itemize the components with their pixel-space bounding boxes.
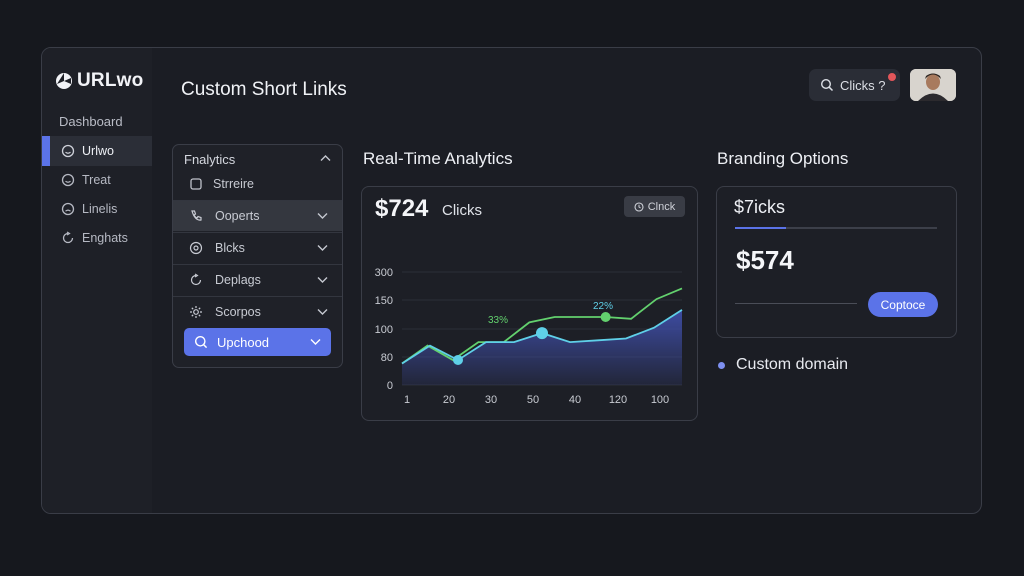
branding-label: $7icks: [734, 197, 786, 217]
accordion-row-deplags[interactable]: Deplags: [173, 264, 342, 295]
search-icon: [820, 78, 834, 92]
avatar[interactable]: [910, 69, 956, 101]
accordion-row-scorpos[interactable]: Scorpos: [173, 296, 342, 327]
branding-divider: [735, 303, 857, 304]
series-2-point: [600, 312, 611, 323]
series-1-point: [453, 354, 463, 365]
accordion-row-label: Deplags: [215, 273, 261, 287]
accordion-row-label: Blcks: [215, 241, 245, 255]
logo-text: URLwo: [77, 70, 144, 91]
accordion-row-label: Ooperts: [215, 209, 260, 223]
y-tick-label: 80: [381, 352, 393, 364]
x-tick-label: 120: [609, 394, 627, 406]
custom-domain-item[interactable]: Custom domain: [718, 356, 848, 374]
smile-icon: [61, 144, 75, 158]
data-label: 33%: [488, 315, 508, 326]
accordion-header[interactable]: Fnalytics: [173, 145, 342, 173]
page-title: Custom Short Links: [181, 79, 347, 100]
accordion-row-blcks[interactable]: Blcks: [173, 232, 342, 263]
chevron-down-icon: [310, 339, 321, 345]
sidebar: URLwo Dashboard Urlwo Treat Linelis En: [42, 48, 152, 513]
x-tick-label: 40: [569, 394, 581, 406]
sidebar-item-linelis[interactable]: Linelis: [42, 194, 152, 224]
sidebar-item-label: Enghats: [82, 231, 128, 245]
target-icon: [189, 241, 203, 255]
user-avatar-image: [910, 69, 956, 101]
x-tick-label: 20: [443, 394, 455, 406]
analytics-accordion: Fnalytics Strreire Ooperts Blcks: [172, 144, 343, 368]
branding-action-button[interactable]: Coptoce: [868, 292, 938, 317]
accordion-row-label: Scorpos: [215, 305, 261, 319]
x-tick-label: 30: [485, 394, 497, 406]
search-icon: [194, 335, 208, 349]
sidebar-heading-dashboard[interactable]: Dashboard: [59, 114, 123, 129]
clock-icon: [634, 201, 644, 212]
square-icon: [189, 177, 203, 191]
branding-value: $574: [736, 245, 794, 275]
series-2-line: [401, 287, 683, 365]
click-filter-button[interactable]: Clnck: [624, 196, 685, 217]
refresh-icon: [189, 273, 203, 287]
custom-domain-label: Custom domain: [736, 356, 849, 373]
click-filter-label: Clnck: [647, 200, 676, 213]
sidebar-item-label: Treat: [82, 173, 111, 187]
phone-icon: [189, 209, 203, 223]
branding-progress-track: [735, 227, 937, 229]
y-tick-label: 150: [375, 295, 393, 307]
accordion-active-label: Upchood: [217, 334, 270, 350]
branding-progress-fill: [735, 227, 786, 229]
clicks-value-label: Clicks: [442, 202, 482, 219]
x-tick-label: 50: [527, 394, 539, 406]
accordion-sub-label: Strreire: [213, 177, 254, 191]
accordion-active-item[interactable]: Upchood: [184, 328, 331, 356]
refresh-icon: [61, 231, 75, 245]
sidebar-item-treat[interactable]: Treat: [42, 165, 152, 195]
sidebar-item-label: Linelis: [82, 202, 118, 216]
sidebar-item-label: Urlwo: [82, 144, 114, 158]
branding-section-title: Branding Options: [717, 149, 849, 168]
smile-icon: [61, 202, 75, 216]
search-label: Clicks ?: [840, 77, 886, 93]
bullet-dot: [718, 361, 725, 369]
chevron-down-icon: [317, 277, 328, 283]
chevron-down-icon: [317, 309, 328, 315]
accordion-row-ooperts[interactable]: Ooperts: [173, 200, 342, 231]
data-label: 22%: [593, 301, 613, 312]
y-tick-label: 300: [375, 267, 393, 279]
chevron-up-icon: [320, 155, 331, 161]
app-logo[interactable]: URLwo: [55, 70, 143, 92]
analytics-section-title: Real-Time Analytics: [363, 149, 513, 168]
sidebar-item-enghats[interactable]: Enghats: [42, 223, 152, 253]
x-tick-label: 1: [404, 394, 410, 406]
y-tick-label: 0: [387, 380, 393, 392]
logo-icon: [56, 73, 72, 89]
search-button[interactable]: Clicks ?: [809, 69, 900, 101]
clicks-value: $724: [375, 195, 429, 222]
branding-card: $7icks $574 Coptoce: [716, 186, 957, 338]
accordion-sub-item[interactable]: Strreire: [173, 171, 342, 197]
smile-icon: [61, 173, 75, 187]
y-tick-label: 100: [375, 324, 393, 336]
sidebar-item-urlwo[interactable]: Urlwo: [42, 136, 152, 166]
app-window: URLwo Dashboard Urlwo Treat Linelis En: [41, 47, 982, 514]
x-tick-label: 100: [651, 394, 669, 406]
settings-icon: [189, 305, 203, 319]
chevron-down-icon: [317, 213, 328, 219]
analytics-chart-card: $724 Clicks Clnck 0 80 100 150 300 1 20 30 50 40 1…: [361, 186, 698, 421]
series-1-point: [536, 327, 548, 340]
accordion-title: Fnalytics: [184, 151, 236, 167]
chevron-down-icon: [317, 245, 328, 251]
series-1-area: [402, 309, 682, 385]
notification-dot: [888, 73, 896, 81]
